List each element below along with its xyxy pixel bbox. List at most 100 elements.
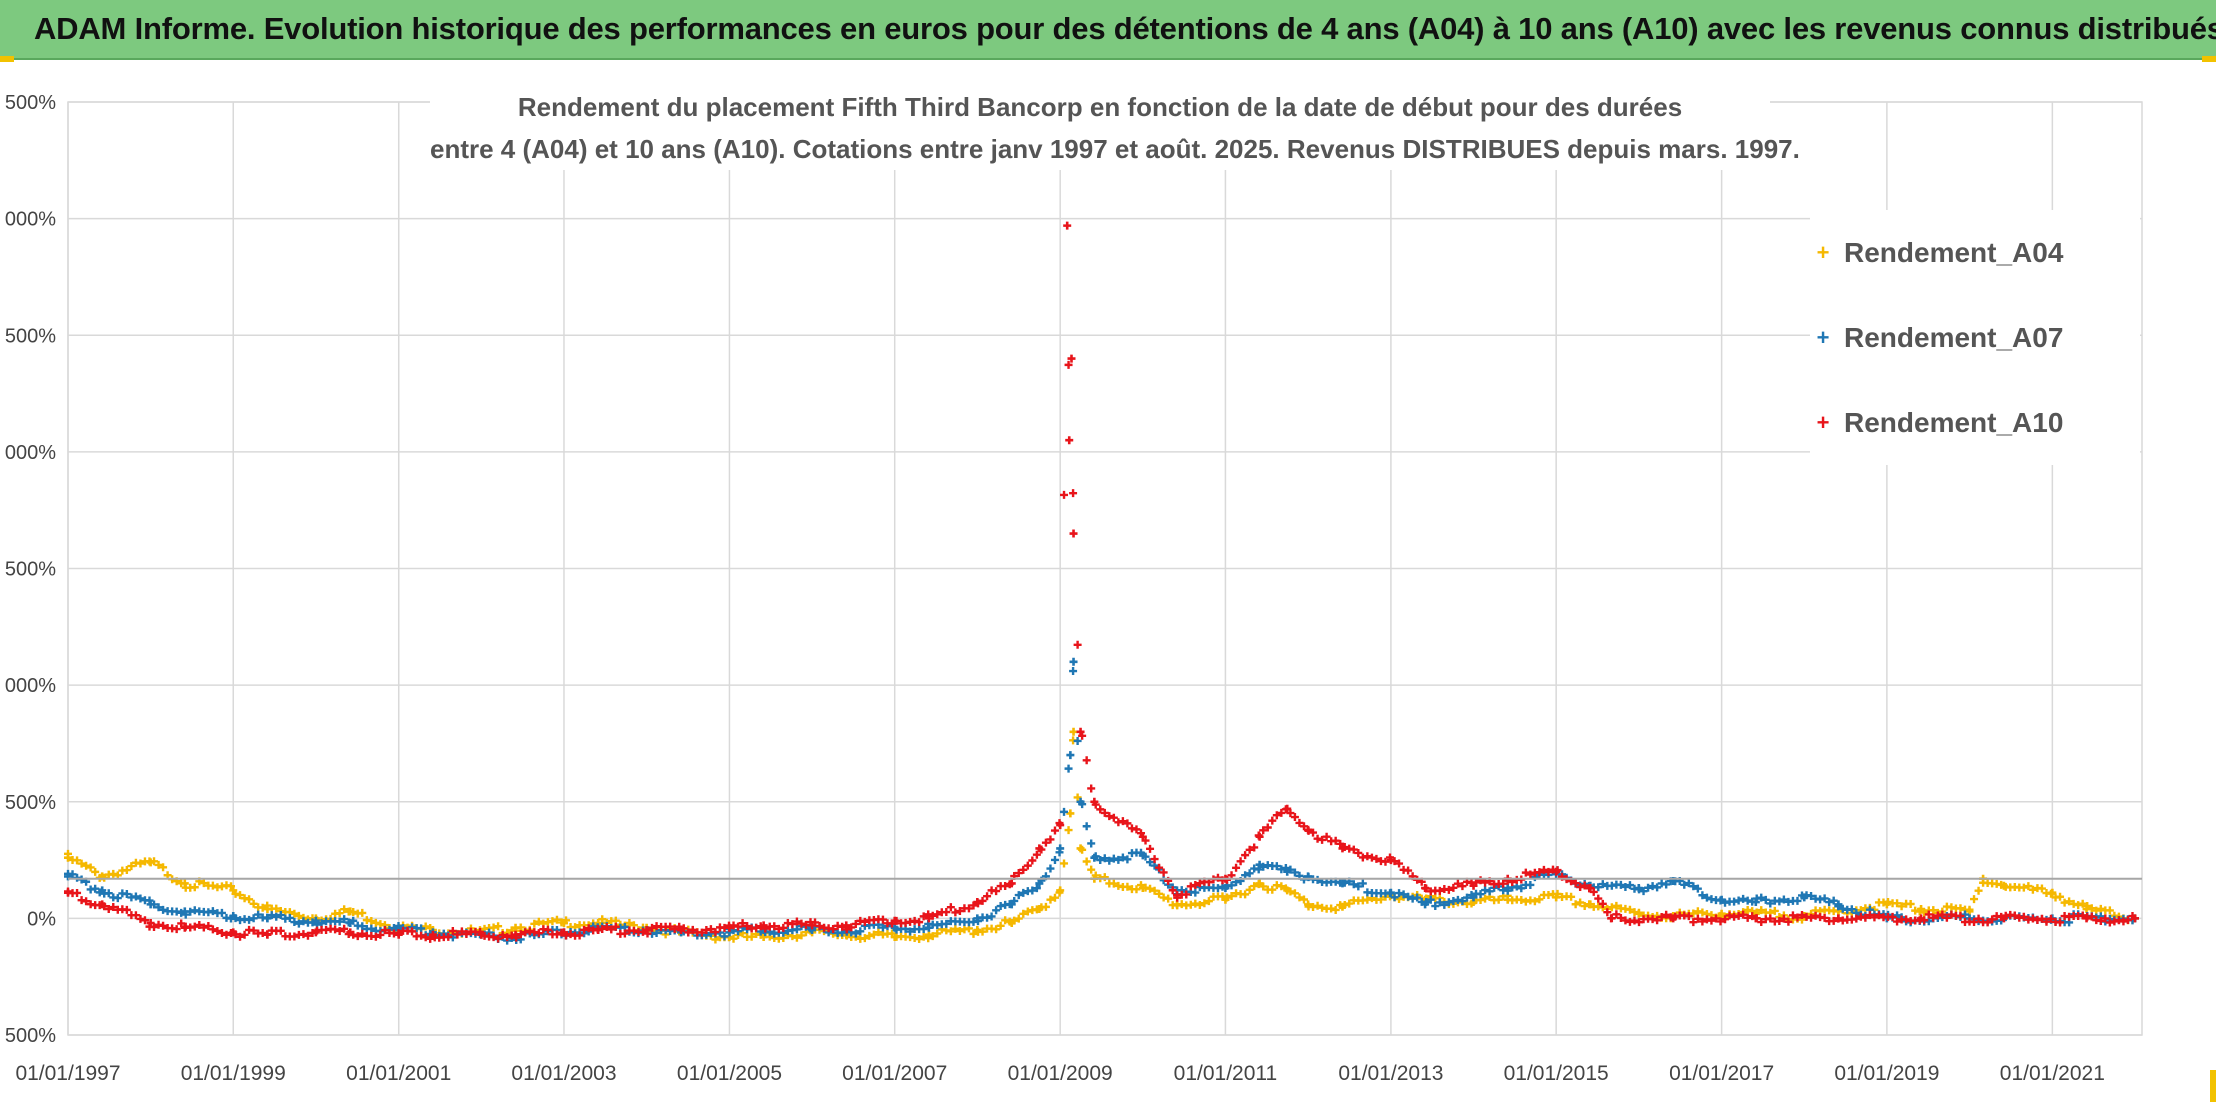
data-point — [1766, 914, 1775, 923]
x-tick-label: 01/01/2011 — [1174, 1062, 1278, 1085]
data-point — [2087, 912, 2096, 921]
data-point — [122, 890, 131, 899]
data-point — [77, 859, 86, 868]
data-point — [1146, 884, 1155, 893]
data-point — [706, 925, 715, 934]
data-point — [1299, 895, 1308, 904]
data-point — [983, 892, 992, 901]
data-point — [1182, 890, 1191, 899]
data-point — [1295, 893, 1304, 902]
data-point — [594, 926, 603, 935]
data-point — [951, 924, 960, 933]
data-point — [2130, 914, 2139, 923]
x-axis-ticks: 01/01/1997 01/01/1999 01/01/2001 01/01/2003… — [15, 1062, 2104, 1085]
data-point — [1063, 221, 1072, 230]
data-point — [955, 927, 964, 936]
y-tick-label: 3 000% — [0, 209, 56, 231]
data-point — [1046, 895, 1055, 904]
data-point — [371, 932, 380, 941]
y-tick-label: 1 000% — [0, 675, 56, 697]
data-point — [1444, 898, 1453, 907]
data-point — [263, 914, 272, 923]
data-point — [1255, 860, 1264, 869]
data-point — [1552, 867, 1561, 876]
data-point — [1662, 910, 1671, 919]
data-point — [1349, 845, 1358, 854]
data-point — [1204, 897, 1213, 906]
data-point — [82, 861, 91, 870]
data-point — [1313, 901, 1322, 910]
data-point — [2037, 914, 2046, 923]
data-point — [199, 923, 208, 932]
data-point — [1338, 902, 1347, 911]
data-point — [1109, 854, 1118, 863]
data-point — [290, 909, 299, 918]
data-point — [229, 912, 238, 921]
data-point — [1082, 857, 1091, 866]
data-point — [1882, 900, 1891, 909]
data-point — [1834, 914, 1843, 923]
data-point — [1594, 883, 1603, 892]
data-point — [1195, 901, 1204, 910]
data-point — [973, 914, 982, 923]
data-point — [1138, 851, 1147, 860]
data-point — [122, 866, 131, 875]
data-point — [1060, 807, 1069, 816]
data-point — [1861, 913, 1870, 922]
data-point — [1743, 913, 1752, 922]
data-point — [136, 894, 145, 903]
data-point — [1702, 915, 1711, 924]
data-point — [1648, 882, 1657, 891]
data-point — [1146, 858, 1155, 867]
data-point — [992, 887, 1001, 896]
data-point — [1241, 890, 1250, 899]
data-point — [1413, 893, 1422, 902]
data-point — [1221, 884, 1230, 893]
data-point — [2028, 914, 2037, 923]
data-point — [779, 923, 788, 932]
data-point — [1576, 898, 1585, 907]
data-point — [417, 924, 426, 933]
data-point — [1888, 912, 1897, 921]
data-point — [992, 925, 1001, 934]
data-point — [276, 926, 285, 935]
data-point — [1757, 893, 1766, 902]
data-point — [1739, 894, 1748, 903]
data-point — [1259, 826, 1268, 835]
data-point — [2056, 918, 2065, 927]
data-point — [376, 930, 385, 939]
data-point — [2010, 911, 2019, 920]
data-point — [1965, 907, 1974, 916]
data-point — [1035, 905, 1044, 914]
data-point — [1775, 897, 1784, 906]
data-point — [946, 927, 955, 936]
data-point — [808, 921, 817, 930]
y-tick-label: 500% — [5, 792, 56, 814]
data-point — [1250, 882, 1259, 891]
data-point — [1698, 891, 1707, 900]
data-point — [1974, 914, 1983, 923]
data-point — [299, 930, 308, 939]
data-point — [1041, 838, 1050, 847]
data-point — [978, 927, 987, 936]
data-point — [1625, 905, 1634, 914]
data-point — [1469, 881, 1478, 890]
data-point — [973, 926, 982, 935]
data-point — [584, 924, 593, 933]
data-point — [1974, 886, 1983, 895]
data-point — [1050, 826, 1059, 835]
data-point — [688, 925, 697, 934]
data-point — [1770, 906, 1779, 915]
corner-marker-right-bottom — [2210, 1070, 2216, 1102]
data-point — [1069, 667, 1078, 676]
data-point — [2092, 906, 2101, 915]
data-point — [1064, 826, 1073, 835]
data-point — [1669, 914, 1678, 923]
data-point — [172, 925, 181, 934]
data-point — [1960, 910, 1969, 919]
x-tick-label: 01/01/2009 — [1008, 1062, 1113, 1085]
data-point — [829, 925, 838, 934]
data-point — [1118, 817, 1127, 826]
x-tick-label: 01/01/2019 — [1834, 1062, 1939, 1085]
data-point — [860, 917, 869, 926]
